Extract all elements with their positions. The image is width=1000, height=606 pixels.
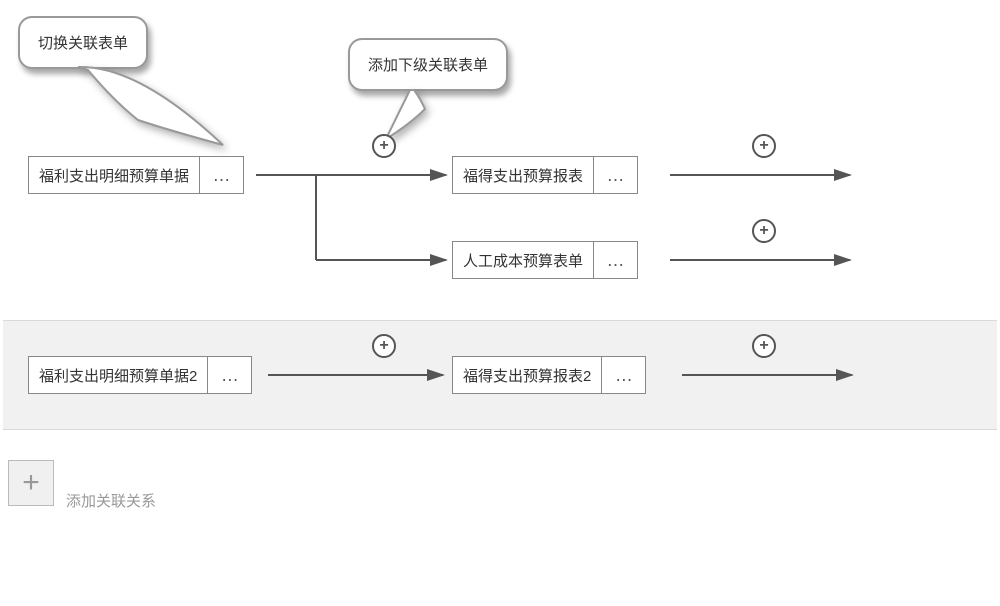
- form-row2-child-ellipsis[interactable]: …: [601, 357, 645, 393]
- add-child-plus-row1-root[interactable]: +: [372, 134, 396, 158]
- add-child-plus-row2-child[interactable]: +: [752, 334, 776, 358]
- add-relation-label: 添加关联关系: [66, 490, 156, 511]
- form-row1-child2: 人工成本预算表单 …: [452, 241, 638, 279]
- connector-row2-child-out: [682, 350, 862, 390]
- connector-row1: [256, 150, 456, 280]
- connector-row2-root-out: [268, 350, 453, 390]
- callout-switch-tail: [18, 60, 248, 160]
- form-row2-child-label: 福得支出预算报表2: [453, 357, 601, 393]
- form-row1-root: 福利支出明细预算单据 …: [28, 156, 244, 194]
- form-row2-child: 福得支出预算报表2 …: [452, 356, 646, 394]
- callout-switch-text: 切换关联表单: [38, 35, 128, 52]
- form-row2-root: 福利支出明细预算单据2 …: [28, 356, 252, 394]
- form-row1-child1-ellipsis[interactable]: …: [593, 157, 637, 193]
- diagram-canvas: 切换关联表单 添加下级关联表单 福利支出明细预算单据 … + 福得支出预算报表 …: [0, 0, 1000, 606]
- form-row1-child1: 福得支出预算报表 …: [452, 156, 638, 194]
- form-row1-child1-label: 福得支出预算报表: [453, 157, 593, 193]
- add-child-plus-row1-child2[interactable]: +: [752, 219, 776, 243]
- form-row1-child2-ellipsis[interactable]: …: [593, 242, 637, 278]
- form-row1-root-label: 福利支出明细预算单据: [29, 157, 199, 193]
- plus-icon: +: [759, 222, 768, 240]
- plus-icon: +: [379, 137, 388, 155]
- plus-icon: +: [759, 337, 768, 355]
- add-child-plus-row2-root[interactable]: +: [372, 334, 396, 358]
- callout-add-child-text: 添加下级关联表单: [368, 57, 488, 74]
- form-row2-root-ellipsis[interactable]: …: [207, 357, 251, 393]
- plus-icon: +: [22, 466, 40, 500]
- plus-icon: +: [759, 137, 768, 155]
- add-child-plus-row1-child1[interactable]: +: [752, 134, 776, 158]
- form-row1-child2-label: 人工成本预算表单: [453, 242, 593, 278]
- plus-icon: +: [379, 337, 388, 355]
- add-relation-button[interactable]: +: [8, 460, 54, 506]
- form-row2-root-label: 福利支出明细预算单据2: [29, 357, 207, 393]
- form-row1-root-ellipsis[interactable]: …: [199, 157, 243, 193]
